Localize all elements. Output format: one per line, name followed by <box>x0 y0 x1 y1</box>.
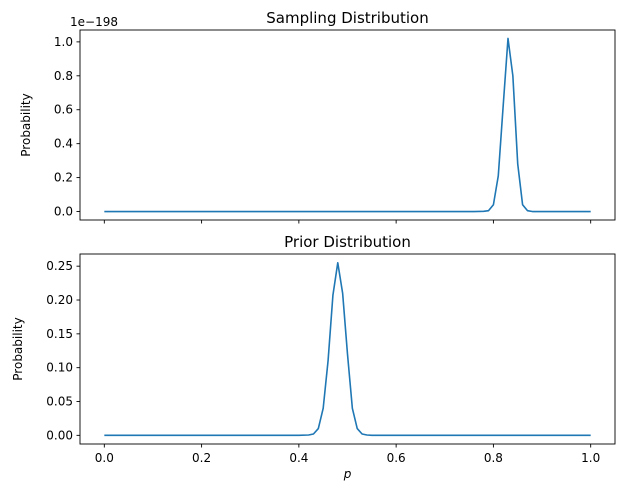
y-tick-label: 0.8 <box>54 69 73 83</box>
x-tick-label: 0.4 <box>289 451 308 465</box>
y-tick-label: 1.0 <box>54 35 73 49</box>
x-tick-label: 0.8 <box>484 451 503 465</box>
plot-frame <box>79 253 616 445</box>
series-line <box>104 261 591 437</box>
y-tick-label: 0.20 <box>46 293 73 307</box>
y-tick-label: 0.10 <box>46 361 73 375</box>
y-tick-label: 0.4 <box>54 137 73 151</box>
y-tick-label: 0.05 <box>46 395 73 409</box>
y-axis-label: Probability <box>11 317 25 380</box>
plot-frame <box>79 29 616 221</box>
x-tick-label: 0.6 <box>387 451 406 465</box>
chart-panel-2: 0.0 0.2 0.4 0.6 0.8 1.0 0.00 0.05 0.10 0.15 0.20 0.… <box>11 233 616 481</box>
x-axis-label: p <box>343 467 352 481</box>
y-offset-label: 1e−198 <box>70 15 118 29</box>
chart-title: Sampling Distribution <box>266 9 429 27</box>
y-tick-label: 0.2 <box>54 171 73 185</box>
y-tick-label: 0.25 <box>46 259 73 273</box>
chart-panel-1: 0.0 0.2 0.4 0.6 0.8 1.0 Sampling Distribution P… <box>19 9 616 224</box>
series-line <box>104 37 591 213</box>
x-tick-label: 1.0 <box>581 451 600 465</box>
x-tick-label: 0.0 <box>95 451 114 465</box>
x-tick-label: 0.2 <box>192 451 211 465</box>
y-tick-label: 0.6 <box>54 103 73 117</box>
y-axis-label: Probability <box>19 93 33 156</box>
y-tick-label: 0.15 <box>46 327 73 341</box>
chart-title: Prior Distribution <box>284 233 411 251</box>
y-tick-label: 0.0 <box>54 205 73 219</box>
y-tick-label: 0.00 <box>46 428 73 442</box>
